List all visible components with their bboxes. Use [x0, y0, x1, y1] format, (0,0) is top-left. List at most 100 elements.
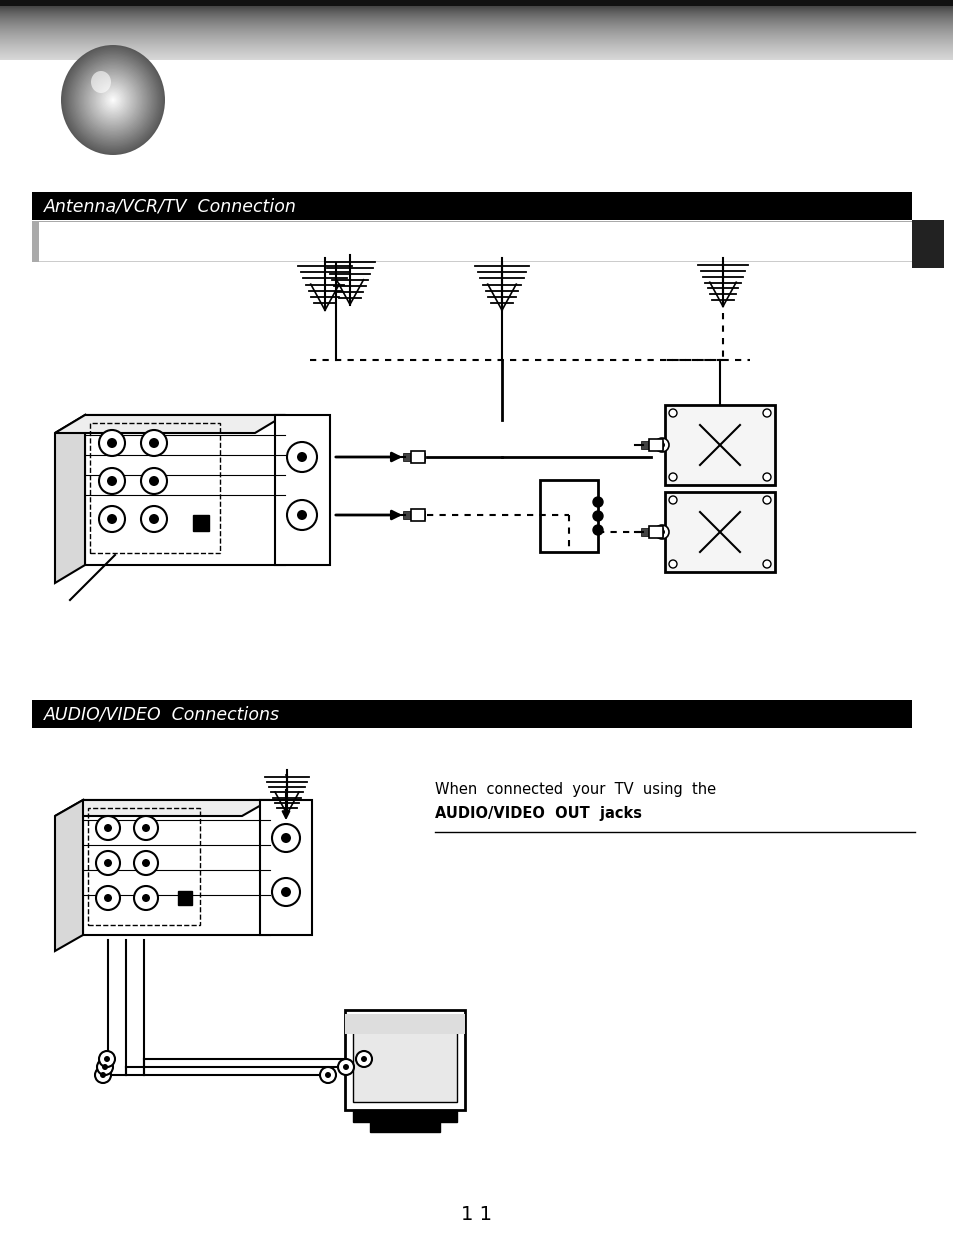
Circle shape: [655, 438, 668, 452]
Bar: [539, 480, 598, 552]
Circle shape: [655, 525, 668, 538]
Circle shape: [593, 525, 602, 535]
Circle shape: [360, 1056, 367, 1062]
Circle shape: [659, 442, 664, 448]
Ellipse shape: [106, 93, 119, 107]
Polygon shape: [55, 800, 270, 816]
Bar: [911, 220, 943, 268]
Ellipse shape: [105, 91, 121, 109]
Circle shape: [296, 510, 307, 520]
Bar: [274, 415, 330, 564]
Circle shape: [668, 409, 677, 417]
Circle shape: [142, 824, 150, 832]
Circle shape: [272, 824, 299, 852]
Circle shape: [96, 816, 120, 840]
Circle shape: [281, 832, 291, 844]
Circle shape: [141, 468, 167, 494]
Bar: [193, 515, 209, 531]
Bar: [32, 221, 911, 222]
Ellipse shape: [97, 83, 129, 117]
Text: Antenna/VCR/TV  Connection: Antenna/VCR/TV Connection: [44, 198, 296, 215]
Circle shape: [96, 885, 120, 910]
Ellipse shape: [104, 90, 122, 110]
Circle shape: [762, 473, 770, 480]
Ellipse shape: [80, 64, 146, 136]
Bar: [411, 509, 424, 521]
Circle shape: [593, 496, 602, 508]
Circle shape: [133, 816, 158, 840]
Ellipse shape: [67, 51, 159, 149]
Circle shape: [141, 506, 167, 532]
Polygon shape: [55, 415, 285, 433]
Ellipse shape: [101, 88, 125, 112]
Circle shape: [281, 887, 291, 897]
Ellipse shape: [111, 98, 115, 103]
Ellipse shape: [95, 82, 131, 119]
Circle shape: [96, 851, 120, 876]
Bar: [664, 492, 774, 572]
Text: When  connected  your  TV  using  the: When connected your TV using the: [435, 782, 716, 797]
Circle shape: [99, 506, 125, 532]
Ellipse shape: [62, 47, 164, 153]
Bar: [353, 1110, 456, 1123]
Circle shape: [99, 1051, 115, 1067]
Bar: [370, 1123, 439, 1132]
Circle shape: [133, 885, 158, 910]
Bar: [640, 529, 662, 536]
Ellipse shape: [77, 62, 149, 138]
Ellipse shape: [81, 67, 145, 133]
Ellipse shape: [91, 78, 134, 122]
Ellipse shape: [109, 96, 117, 104]
Ellipse shape: [94, 80, 132, 120]
Circle shape: [149, 514, 159, 524]
Bar: [345, 1014, 464, 1034]
Bar: [664, 405, 774, 485]
Bar: [648, 526, 662, 538]
Circle shape: [102, 1065, 108, 1070]
Ellipse shape: [71, 54, 155, 146]
Ellipse shape: [92, 79, 132, 121]
Ellipse shape: [61, 44, 165, 156]
Bar: [32, 222, 39, 262]
Circle shape: [668, 496, 677, 504]
Circle shape: [287, 442, 316, 472]
Bar: [640, 441, 662, 450]
Ellipse shape: [112, 99, 114, 101]
Ellipse shape: [99, 86, 126, 114]
Ellipse shape: [91, 77, 135, 124]
Ellipse shape: [65, 49, 161, 151]
Circle shape: [343, 1065, 349, 1070]
Ellipse shape: [91, 70, 111, 93]
Bar: [402, 453, 424, 461]
Ellipse shape: [71, 57, 154, 143]
Circle shape: [762, 409, 770, 417]
Bar: [648, 438, 662, 451]
Bar: [85, 415, 285, 564]
Circle shape: [762, 496, 770, 504]
Bar: [260, 800, 312, 935]
Ellipse shape: [86, 72, 139, 128]
Bar: [83, 800, 270, 935]
Circle shape: [325, 1072, 331, 1078]
Ellipse shape: [89, 74, 137, 126]
Circle shape: [272, 878, 299, 906]
Circle shape: [104, 824, 112, 832]
Circle shape: [149, 438, 159, 448]
Circle shape: [149, 475, 159, 487]
Circle shape: [296, 452, 307, 462]
Bar: [0, 0, 953, 6]
Circle shape: [104, 860, 112, 867]
Bar: [88, 808, 200, 925]
Ellipse shape: [74, 59, 152, 141]
Ellipse shape: [102, 89, 124, 111]
Circle shape: [593, 511, 602, 521]
Circle shape: [95, 1067, 111, 1083]
Ellipse shape: [78, 63, 148, 137]
Ellipse shape: [85, 70, 141, 130]
Bar: [178, 890, 192, 905]
Circle shape: [107, 438, 117, 448]
Bar: [353, 1030, 456, 1102]
Circle shape: [668, 559, 677, 568]
Polygon shape: [55, 415, 85, 583]
Circle shape: [142, 860, 150, 867]
